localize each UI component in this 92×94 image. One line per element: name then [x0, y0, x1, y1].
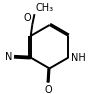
Text: N: N — [5, 52, 13, 62]
Text: NH: NH — [71, 53, 86, 63]
Text: O: O — [23, 13, 31, 23]
Text: CH₃: CH₃ — [35, 3, 53, 13]
Text: O: O — [44, 85, 52, 94]
